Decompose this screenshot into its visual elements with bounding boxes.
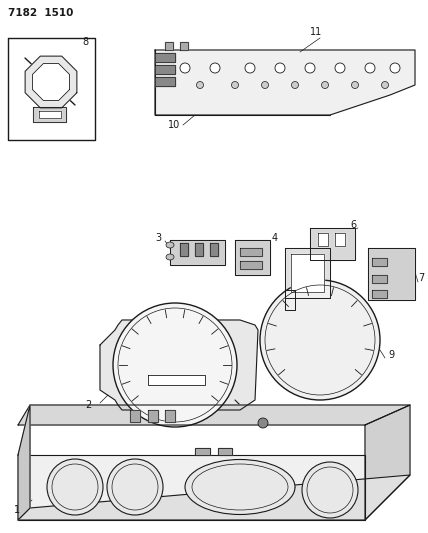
Circle shape [381, 82, 389, 88]
Polygon shape [39, 111, 61, 118]
Polygon shape [335, 233, 345, 246]
Polygon shape [18, 405, 30, 520]
Polygon shape [25, 56, 77, 108]
Polygon shape [285, 290, 295, 310]
Text: 4: 4 [272, 233, 278, 243]
Circle shape [291, 82, 298, 88]
Text: 9: 9 [388, 350, 394, 360]
Polygon shape [33, 63, 69, 101]
Polygon shape [372, 275, 387, 283]
Polygon shape [18, 475, 410, 520]
Polygon shape [372, 290, 387, 298]
Polygon shape [180, 243, 188, 256]
Circle shape [305, 63, 315, 73]
Polygon shape [180, 42, 188, 50]
Polygon shape [18, 405, 410, 425]
Polygon shape [165, 410, 175, 422]
Text: 8: 8 [82, 37, 88, 47]
Polygon shape [148, 410, 158, 422]
Polygon shape [170, 240, 225, 265]
Circle shape [275, 63, 285, 73]
Text: 10: 10 [168, 120, 180, 130]
Circle shape [390, 63, 400, 73]
Circle shape [258, 418, 268, 428]
Polygon shape [285, 248, 330, 298]
Ellipse shape [185, 459, 295, 514]
Polygon shape [165, 42, 173, 50]
Circle shape [107, 459, 163, 515]
Polygon shape [240, 248, 262, 256]
Polygon shape [33, 107, 66, 122]
Polygon shape [240, 261, 262, 269]
Circle shape [335, 63, 345, 73]
Circle shape [47, 459, 103, 515]
Circle shape [262, 82, 268, 88]
Circle shape [260, 280, 380, 400]
Polygon shape [195, 243, 203, 256]
Polygon shape [210, 243, 218, 256]
Ellipse shape [166, 254, 174, 260]
Polygon shape [291, 254, 324, 292]
Text: 1: 1 [14, 505, 20, 515]
Text: 11: 11 [310, 27, 322, 37]
Polygon shape [130, 410, 140, 422]
Polygon shape [368, 248, 415, 300]
Polygon shape [155, 53, 175, 62]
Circle shape [180, 63, 190, 73]
Circle shape [351, 82, 359, 88]
Polygon shape [155, 77, 175, 86]
Ellipse shape [166, 242, 174, 248]
Circle shape [302, 462, 358, 518]
Text: 2: 2 [85, 400, 91, 410]
Circle shape [196, 82, 203, 88]
Polygon shape [155, 65, 175, 74]
Polygon shape [8, 38, 95, 140]
Text: 6: 6 [350, 220, 356, 230]
Circle shape [210, 63, 220, 73]
Polygon shape [18, 455, 365, 520]
Circle shape [232, 82, 238, 88]
Polygon shape [318, 233, 328, 246]
Text: 3: 3 [155, 233, 161, 243]
Polygon shape [100, 320, 258, 410]
Polygon shape [235, 240, 270, 275]
Text: 7: 7 [418, 273, 424, 283]
Polygon shape [195, 448, 210, 455]
Text: 7182  1510: 7182 1510 [8, 8, 73, 18]
Circle shape [321, 82, 329, 88]
Polygon shape [310, 228, 355, 260]
Polygon shape [218, 448, 232, 455]
Circle shape [365, 63, 375, 73]
Circle shape [113, 303, 237, 427]
Polygon shape [365, 405, 410, 520]
Circle shape [245, 63, 255, 73]
Polygon shape [372, 258, 387, 266]
Text: 5: 5 [278, 300, 284, 310]
Polygon shape [155, 50, 415, 115]
Polygon shape [148, 375, 205, 385]
